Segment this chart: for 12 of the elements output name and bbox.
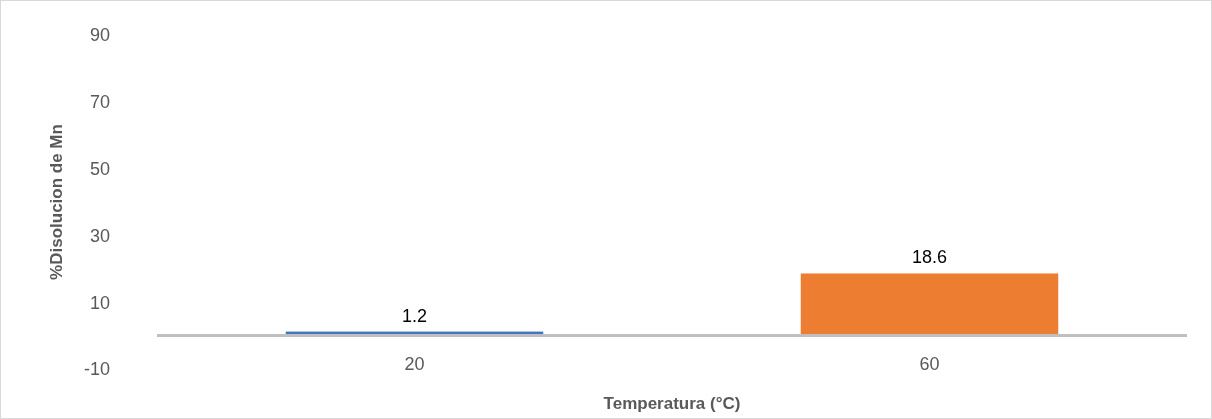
data-label: 18.6 (911, 247, 948, 268)
y-tick-label: 90 (89, 25, 110, 46)
y-tick-label: -10 (83, 359, 110, 380)
y-axis-title: %Disolucion de Mn (47, 124, 66, 280)
y-tick-label: 50 (89, 158, 110, 179)
x-axis-title: Temperatura (°C) (603, 394, 741, 413)
x-tick-label: 60 (919, 353, 940, 374)
y-tick-label: 10 (89, 292, 110, 313)
y-tick-label: 30 (89, 225, 110, 246)
x-tick-label: 20 (404, 353, 425, 374)
data-label: 1.2 (401, 305, 428, 326)
y-tick-label: 70 (89, 92, 110, 113)
